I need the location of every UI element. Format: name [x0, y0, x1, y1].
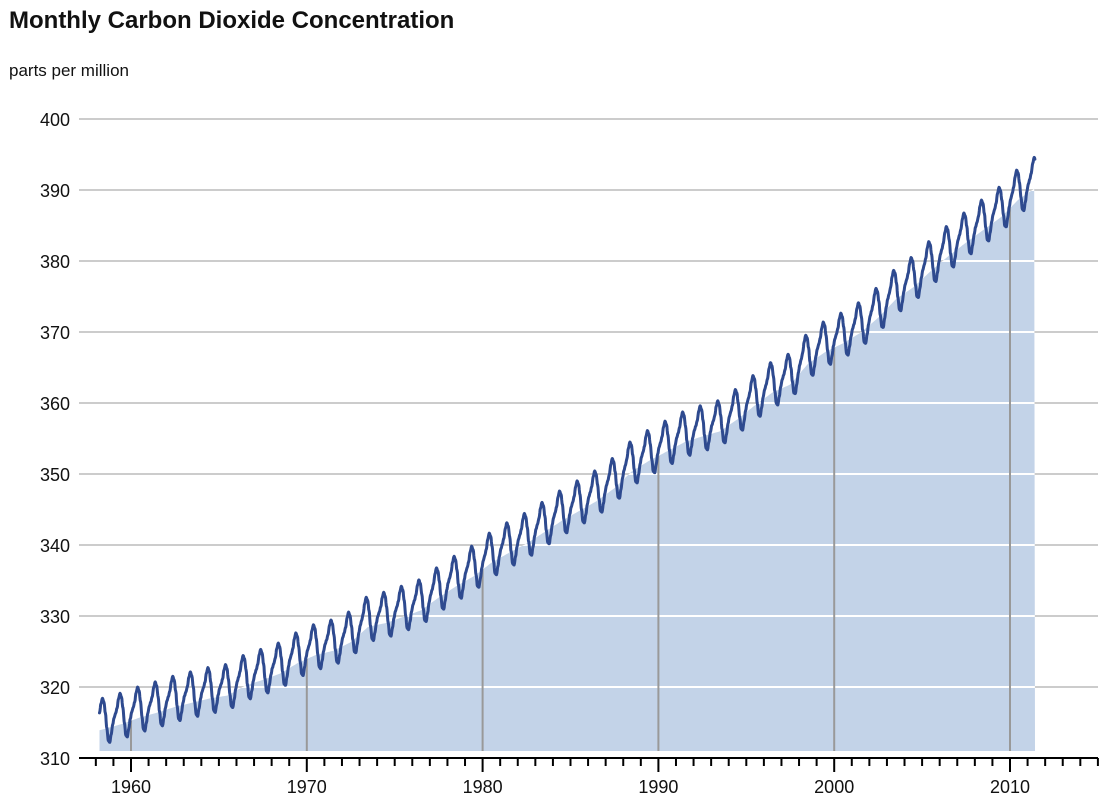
- x-tick-label-1970: 1970: [287, 777, 327, 797]
- y-tick-label-350: 350: [40, 465, 70, 485]
- line-layer: [98, 155, 1037, 744]
- chart-subtitle: parts per million: [9, 61, 129, 80]
- grid-layer: [79, 118, 1098, 688]
- y-tick-label-360: 360: [40, 394, 70, 414]
- y-tick-label-320: 320: [40, 678, 70, 698]
- y-axis: 310 320 330 340 350 360 370 380 390 400: [40, 110, 70, 769]
- y-tick-label-390: 390: [40, 181, 70, 201]
- x-tick-label-1960: 1960: [111, 777, 151, 797]
- x-tick-label-2000: 2000: [814, 777, 854, 797]
- y-tick-label-310: 310: [40, 749, 70, 769]
- x-tick-label-1980: 1980: [463, 777, 503, 797]
- x-axis: 1960 1970 1980 1990 2000 2010: [79, 757, 1099, 797]
- co2-series-line: [98, 155, 1037, 744]
- y-tick-label-370: 370: [40, 323, 70, 343]
- x-tick-label-1990: 1990: [638, 777, 678, 797]
- chart-title: Monthly Carbon Dioxide Concentration: [9, 7, 454, 34]
- y-tick-label-340: 340: [40, 536, 70, 556]
- x-tick-label-2010: 2010: [990, 777, 1030, 797]
- y-tick-label-380: 380: [40, 252, 70, 272]
- co2-area: [99, 188, 1035, 752]
- y-tick-label-400: 400: [40, 110, 70, 130]
- area-layer: [99, 188, 1035, 752]
- y-tick-label-330: 330: [40, 607, 70, 627]
